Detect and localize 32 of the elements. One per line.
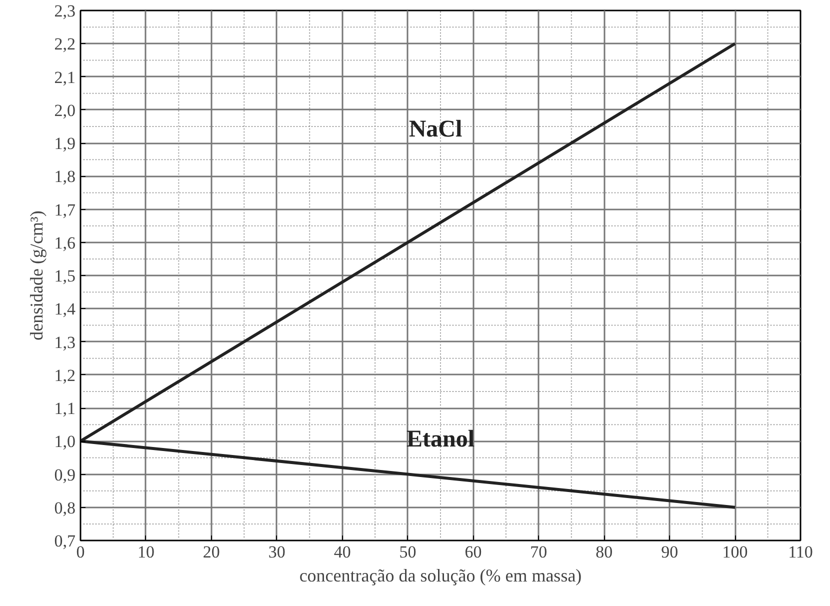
x-tick-label: 20	[202, 542, 220, 562]
y-tick-label: 1,4	[54, 300, 76, 319]
y-tick-label: 1,8	[54, 167, 76, 186]
x-tick-label: 110	[788, 542, 813, 562]
y-tick-label: 2,1	[54, 68, 76, 87]
x-tick-label: 10	[137, 542, 154, 562]
y-tick-label: 1,6	[54, 233, 76, 252]
x-tick-label: 90	[661, 542, 678, 562]
y-tick-label: 0,8	[54, 498, 76, 518]
y-tick-label: 1,3	[54, 332, 76, 352]
y-tick-label: 1,9	[54, 134, 76, 153]
y-tick-label: 0,9	[54, 465, 76, 484]
y-tick-label: 1,2	[54, 366, 76, 385]
x-tick-label: 60	[464, 542, 482, 562]
x-tick-label: 50	[399, 542, 416, 562]
x-tick-label: 100	[722, 542, 748, 562]
y-tick-label: 2,2	[54, 34, 76, 54]
y-tick-label: 1,7	[54, 200, 76, 220]
y-tick-label: 1,0	[54, 432, 76, 452]
y-tick-label: 1,5	[54, 266, 76, 286]
x-tick-label: 30	[268, 542, 286, 562]
y-tick-label: 1,1	[54, 399, 76, 418]
x-tick-label: 70	[530, 542, 548, 562]
x-tick-label: 80	[596, 542, 613, 562]
y-tick-label: 2,0	[54, 100, 76, 120]
text: NaCl	[408, 116, 462, 142]
x-tick-label: 40	[334, 542, 351, 562]
y-tick-label: 0,7	[54, 532, 76, 550]
x-tick-label: 0	[76, 542, 85, 562]
x-axis-title: concentração da solução (% em massa)	[299, 566, 582, 586]
y-tick-label: 2,3	[54, 2, 76, 20]
y-axis-title: densidade (g/cm³)	[26, 210, 46, 340]
